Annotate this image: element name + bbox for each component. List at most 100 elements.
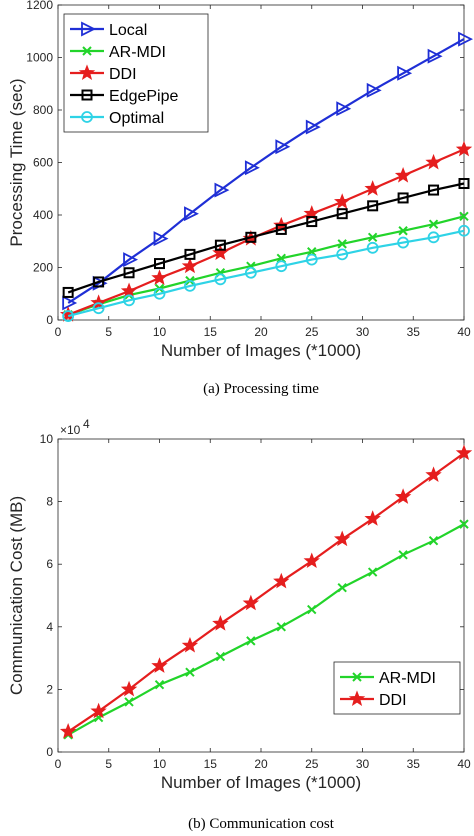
data-point-optimal [62,310,75,322]
legend-marker-ddi [78,64,96,80]
data-point-optimal [244,266,257,279]
x-axis-label: Number of Images (*1000) [161,773,361,792]
legend-marker-ar-mdi [352,672,362,682]
data-point-ddi [151,657,168,673]
legend-marker-ar-mdi [82,46,92,56]
x-tick-label: 15 [204,757,218,771]
legend: AR-MDI DDI [333,661,461,715]
data-point-optimal [92,302,105,315]
data-point-ar-mdi [428,219,439,229]
data-point-local [458,31,474,47]
x-tick-label: 10 [153,757,167,771]
data-point-ar-mdi [185,667,195,677]
data-point-local [123,252,139,268]
data-point-local [62,295,78,311]
y-tick-label: 10 [40,432,54,446]
x-tick-label: 40 [457,757,471,771]
data-point-optimal [305,253,318,266]
x-tick-label: 0 [55,757,62,771]
legend-label-ar-mdi: AR-MDI [109,44,166,61]
data-point-edgepipe [275,223,287,235]
data-point-ar-mdi [276,622,287,632]
data-point-ar-mdi [337,239,347,249]
series-line-ar-mdi [67,523,465,736]
data-point-edgepipe [245,231,257,243]
y-tick-label: 200 [33,261,53,275]
data-point-ddi [425,153,442,170]
data-point-ddi [120,680,138,697]
data-point-edgepipe [214,239,226,251]
legend-label-ddi: DDI [379,692,407,709]
data-point-ddi [455,140,473,157]
x-tick-label: 40 [457,325,471,339]
x-tick-label: 35 [407,325,421,339]
x-axis-label: Number of Images (*1000) [161,341,361,360]
legend-marker-ddi [348,690,366,706]
data-point-ddi [303,552,320,569]
y-tick-label: 0 [46,745,53,759]
data-point-ddi [364,510,381,526]
data-point-ar-mdi [124,697,134,707]
data-point-edgepipe [123,267,135,279]
data-point-local [184,206,199,222]
data-point-ddi [364,180,381,196]
legend-label-ddi: DDI [109,66,137,83]
y-tick-label: 4 [46,620,53,634]
data-point-local [214,182,230,198]
data-point-edgepipe [62,286,74,298]
data-point-ar-mdi [367,567,378,577]
x-tick-label: 35 [407,757,421,771]
data-point-ddi [181,257,199,274]
legend-label-optimal: Optimal [109,110,164,127]
data-point-ar-mdi [428,536,439,546]
data-point-edgepipe [184,248,196,260]
data-point-local [275,139,291,155]
data-point-local [366,82,382,98]
data-point-edgepipe [336,208,348,220]
data-point-ddi [120,282,138,299]
data-point-optimal [153,287,166,300]
data-point-optimal [214,273,227,286]
data-point-ddi [425,466,442,482]
x-tick-label: 25 [305,325,319,339]
y-tick-label: 2 [46,682,53,696]
x-tick-label: 5 [105,325,112,339]
data-point-ar-mdi [154,679,165,690]
series-ar-mdi [63,519,469,740]
y-tick-label: 1000 [26,51,53,65]
series-line-ddi [67,452,465,733]
chart-processing-time: 0 5 10 15 20 25 30 35 40020040060080010001200Num… [7,0,474,397]
data-point-ar-mdi [398,226,408,236]
y-tick-label: 400 [33,208,53,222]
y-axis-label: Communication Cost (MB) [7,496,26,695]
x-tick-label: 5 [105,757,112,771]
x-tick-label: 0 [55,325,62,339]
data-point-local [397,65,413,81]
data-point-ar-mdi [367,232,378,243]
data-point-ddi [334,530,351,547]
legend-marker-optimal [81,111,93,123]
y-exponent-power: 4 [83,417,90,431]
data-point-ddi [242,594,260,611]
data-point-ar-mdi [459,519,469,529]
data-point-ar-mdi [337,582,347,593]
x-tick-label: 30 [356,325,370,339]
series-optimal [62,224,470,322]
y-tick-label: 8 [46,495,53,509]
data-point-local [305,119,321,135]
x-tick-label: 15 [204,325,218,339]
data-point-edgepipe [154,258,165,270]
data-point-optimal [366,241,379,254]
data-point-optimal [123,294,135,307]
legend-label-local: Local [109,22,147,39]
data-point-ar-mdi [398,550,408,560]
figure-caption: (a) Processing time [203,381,319,397]
data-point-ar-mdi [215,651,226,662]
data-point-ddi [455,444,473,461]
data-point-ddi [394,167,412,183]
data-point-ddi [334,193,351,209]
y-tick-label: 6 [46,557,53,571]
series-ar-mdi [63,211,469,320]
